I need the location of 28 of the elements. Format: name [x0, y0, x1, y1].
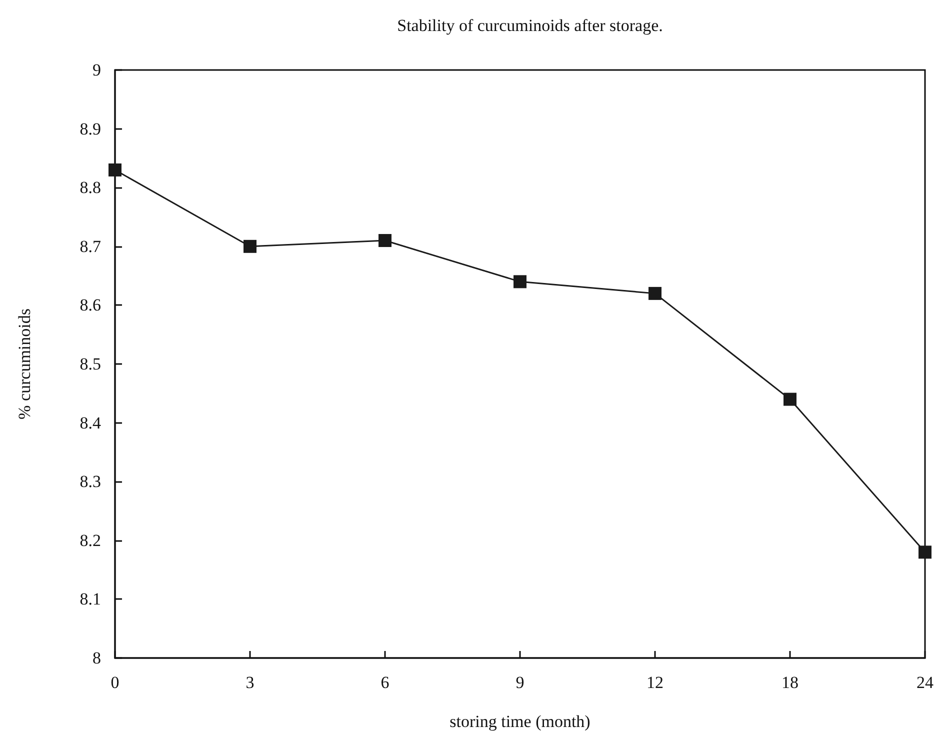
y-tick-label: 8.6 [80, 296, 101, 315]
y-tick-label: 8.4 [80, 413, 102, 432]
y-tick-label: 8.9 [80, 119, 101, 138]
point [784, 392, 796, 406]
x-tick-label: 18 [782, 673, 798, 692]
y-tick-label: 8.2 [80, 530, 101, 550]
y-tick-label: 8 [92, 648, 101, 668]
y-tick-label: 8.1 [80, 590, 101, 609]
x-tick-label: 12 [646, 673, 664, 692]
y-tick-label: 8.8 [80, 178, 101, 198]
x-tick-label: 24 [916, 673, 934, 692]
x-axis-title: storing time (month) [450, 712, 590, 731]
point [378, 234, 392, 248]
x-tick-label: 9 [516, 673, 524, 692]
y-axis-title: % curcuminoids [15, 308, 34, 420]
point [918, 546, 932, 559]
x-tick-label: 3 [246, 673, 254, 692]
point [648, 286, 662, 300]
chart-title: Stability of curcuminoids after storage. [397, 16, 663, 35]
y-tick-label: 8.5 [80, 354, 101, 374]
y-tick-label: 9 [92, 60, 101, 80]
x-tick-label: 0 [110, 673, 120, 692]
x-tick-label: 6 [380, 673, 390, 692]
y-tick-label: 8.3 [80, 472, 101, 492]
point [514, 275, 526, 288]
point [244, 240, 256, 253]
point [108, 163, 122, 176]
y-tick-label: 8.7 [80, 236, 102, 256]
